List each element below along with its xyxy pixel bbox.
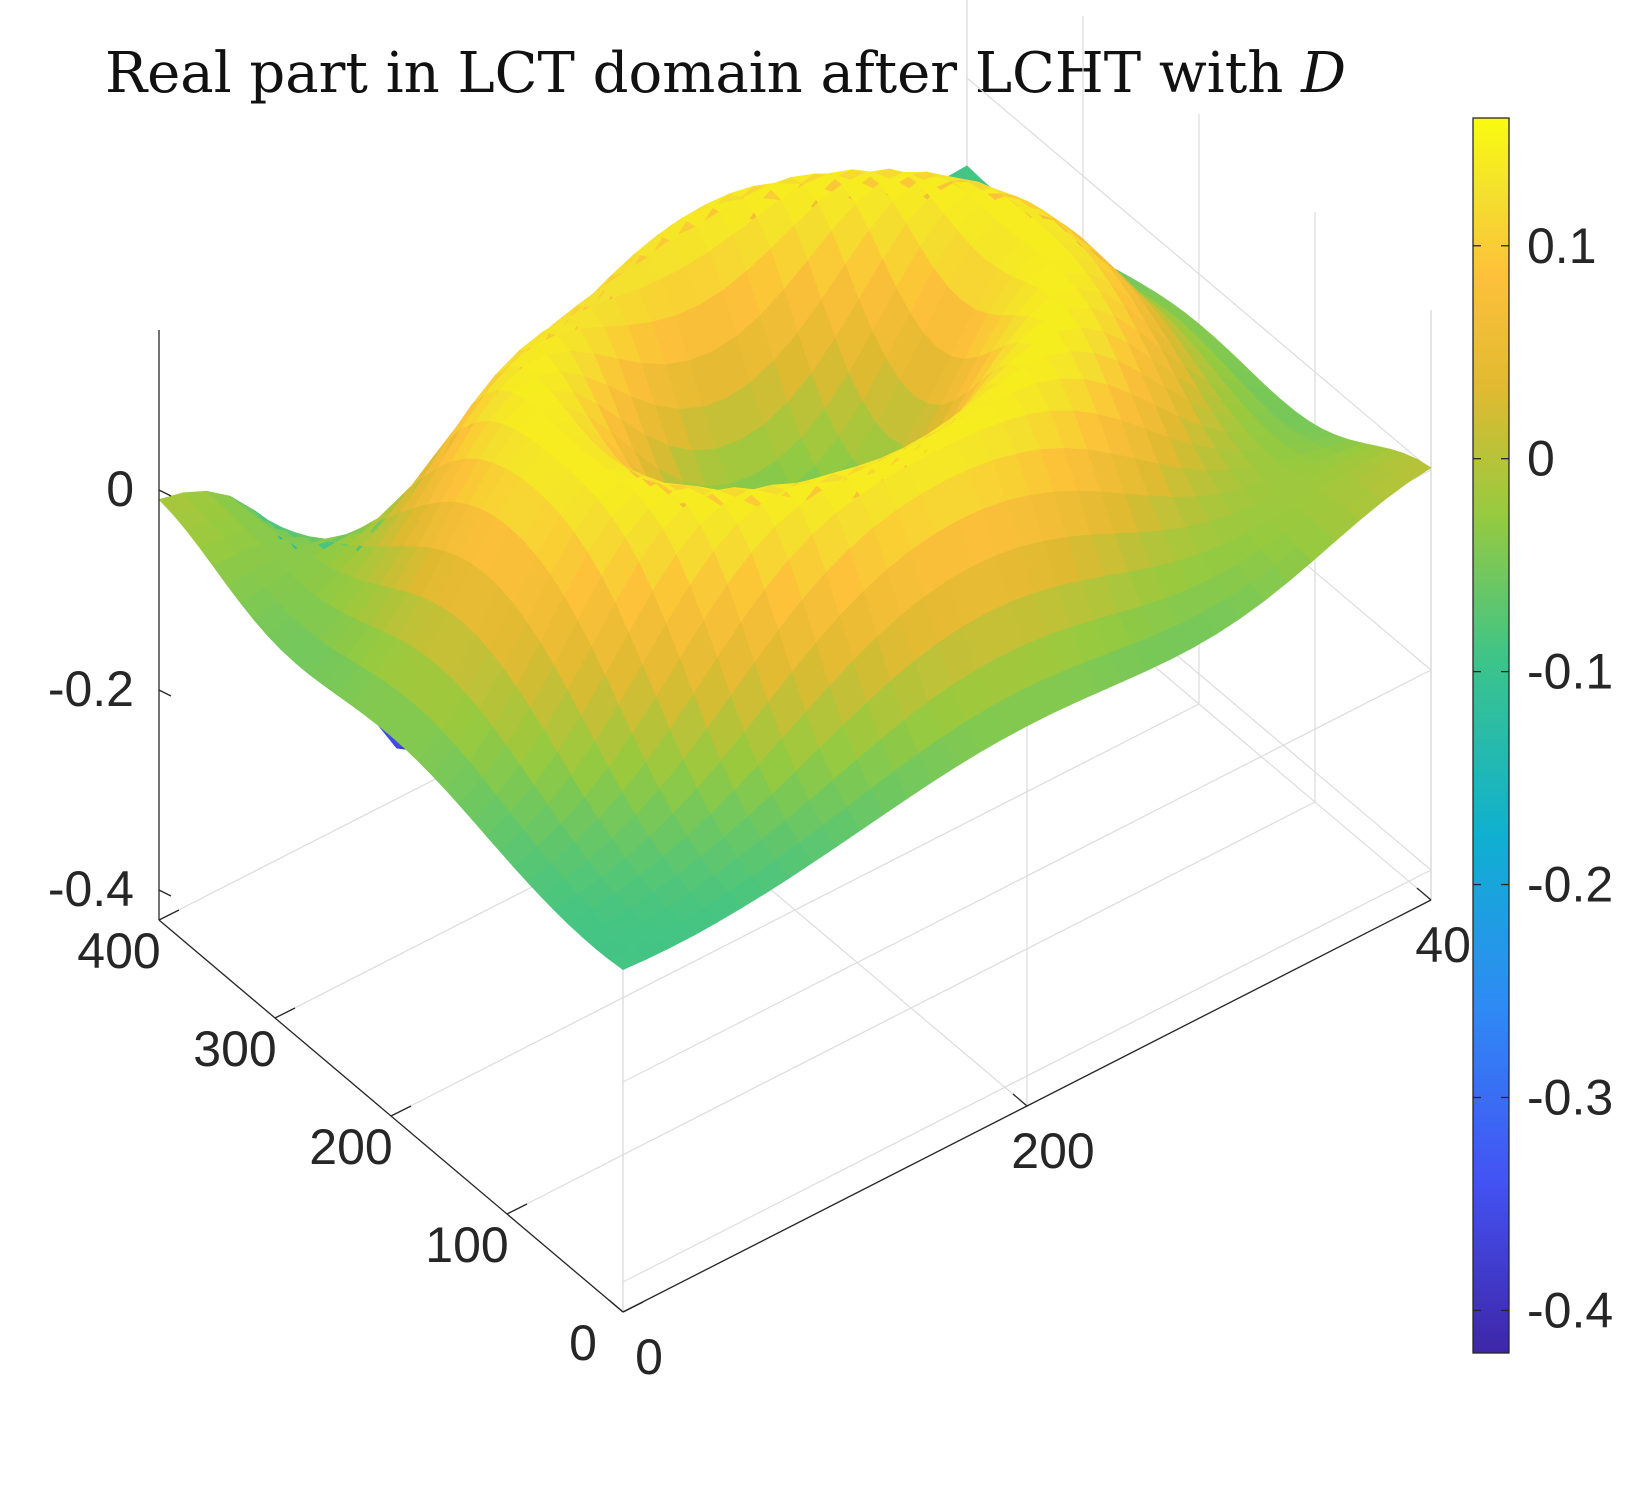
z-tick-label: -0.4 bbox=[48, 861, 134, 917]
colorbar-tick-label: 0.1 bbox=[1527, 218, 1597, 274]
y-tick bbox=[274, 1007, 296, 1019]
x-tick bbox=[1416, 887, 1432, 901]
y-tick-label: 0 bbox=[569, 1315, 597, 1371]
y-tick bbox=[158, 909, 180, 921]
y-tick-label: 400 bbox=[77, 923, 160, 979]
z-tick-label: 0 bbox=[106, 461, 134, 517]
grid-floor-y bbox=[390, 703, 1200, 1117]
z-tick bbox=[158, 889, 172, 897]
chart-title: Real part in LCT domain after LCHT with … bbox=[105, 41, 1346, 106]
colorbar-tick-label: -0.1 bbox=[1527, 644, 1613, 700]
x-tick bbox=[1012, 1093, 1028, 1107]
x-tick-label: 200 bbox=[1011, 1123, 1094, 1179]
y-tick-label: 100 bbox=[425, 1217, 508, 1273]
colorbar-tick-label: 0 bbox=[1527, 431, 1555, 487]
grid-wall-z bbox=[622, 669, 1432, 1083]
y-tick bbox=[622, 1301, 644, 1313]
grid-wall-z bbox=[622, 869, 1432, 1283]
y-tick bbox=[390, 1105, 412, 1117]
z-tick bbox=[158, 689, 172, 697]
colorbar-tick-label: -0.2 bbox=[1527, 857, 1613, 913]
surface-plot bbox=[158, 165, 1432, 971]
grid-wall-z bbox=[966, 77, 1432, 471]
x-tick-label: 0 bbox=[635, 1329, 663, 1385]
grid-floor-y bbox=[506, 801, 1316, 1215]
y-tick bbox=[506, 1203, 528, 1215]
y-tick-label: 200 bbox=[309, 1119, 392, 1175]
chart-title-variable: D bbox=[1300, 41, 1346, 106]
colorbar-tick-label: -0.4 bbox=[1527, 1282, 1613, 1338]
x-tick bbox=[608, 1299, 624, 1313]
colorbar: 0.1 0 -0.1 -0.2 -0.3 -0.4 bbox=[1472, 117, 1613, 1354]
y-tick-label: 300 bbox=[193, 1021, 276, 1077]
surface-patch bbox=[1393, 458, 1432, 484]
z-tick bbox=[158, 489, 172, 497]
colorbar-bar bbox=[1472, 117, 1510, 1354]
colorbar-tick-label: -0.3 bbox=[1527, 1069, 1613, 1125]
chart-title-main: Real part in LCT domain after LCHT with bbox=[105, 41, 1301, 106]
z-tick-label: -0.2 bbox=[48, 661, 134, 717]
